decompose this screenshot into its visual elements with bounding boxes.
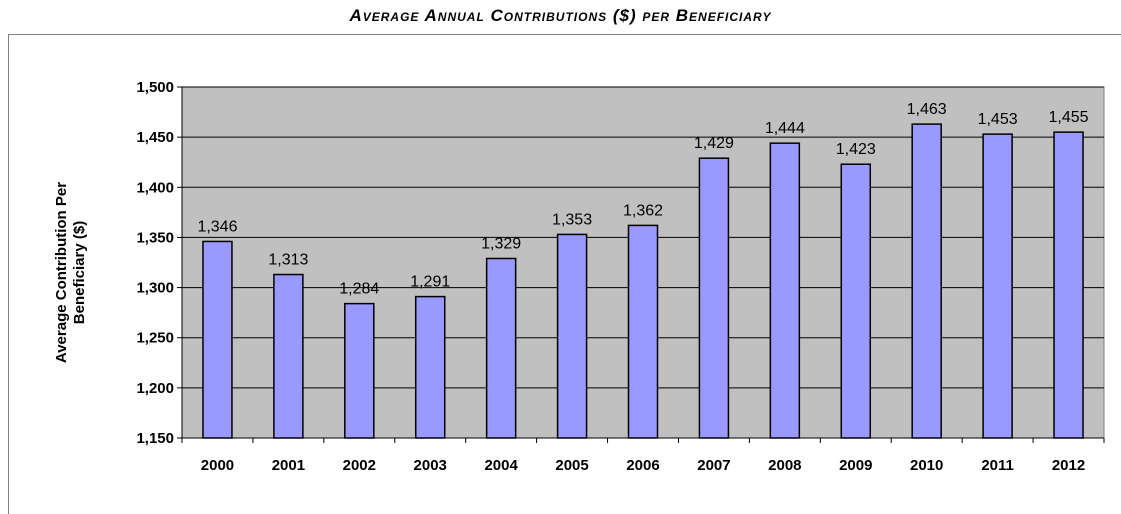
data-label-2004: 1,329 [481,235,521,252]
bar-2012 [1053,131,1084,439]
y-axis-ticks: 1,150 1,200 1,250 1,300 1,350 1,400 1,450 1,500 [136,79,1104,447]
data-label-2012: 1,455 [1049,109,1089,126]
chart-frame [8,34,1121,514]
bar-2010 [911,123,942,439]
y-tick-label: 1,200 [136,380,174,397]
x-tick-label-2007: 2007 [697,457,730,474]
bar-2009 [840,163,872,439]
x-tick-label-2009: 2009 [839,457,872,474]
bar-2004 [485,257,517,439]
y-tick-label: 1,450 [136,129,174,146]
y-axis-title-line: Average Contribution Per [53,182,70,363]
x-axis-ticks: 2000 2001 2002 2003 2004 2005 2006 2007 2008 2009… [181,438,1105,474]
data-label-2001: 1,313 [268,252,308,269]
bar-2001 [273,273,304,439]
bar-2000 [202,240,233,439]
bar-2005 [556,233,588,439]
data-label-2003: 1,291 [410,274,450,291]
x-tick-label-2008: 2008 [768,457,801,474]
data-label-2008: 1,444 [765,120,805,137]
bar-2006 [627,224,659,439]
y-axis-title: Average Contribution Per Beneficiary ($) [53,182,88,363]
x-tick-label-2012: 2012 [1052,457,1085,474]
x-tick-label-2004: 2004 [484,457,518,474]
bar-2011 [982,133,1013,439]
data-label-2006: 1,362 [623,202,663,219]
x-tick-label-2005: 2005 [555,457,588,474]
x-tick-label-2006: 2006 [626,457,659,474]
x-tick-label-2001: 2001 [272,457,305,474]
data-label-2000: 1,346 [197,218,237,235]
x-tick-label-2011: 2011 [981,457,1014,474]
bar-2002 [344,302,375,439]
bar-2007 [698,157,730,439]
x-tick-label-2002: 2002 [343,457,376,474]
y-tick-label: 1,500 [136,79,174,96]
data-label-2011: 1,453 [978,111,1018,128]
y-axis-title-line: Beneficiary ($) [71,221,88,324]
x-tick-label-2003: 2003 [414,457,447,474]
chart-title: Average Annual Contributions ($) per Ben… [349,6,772,25]
x-tick-label-2010: 2010 [910,457,943,474]
y-tick-label: 1,300 [136,280,174,297]
data-label-2007: 1,429 [694,135,734,152]
bar-2003 [414,295,446,439]
data-label-2010: 1,463 [907,101,947,118]
y-tick-label: 1,350 [136,229,174,246]
bar-2008 [769,142,801,439]
data-label-2005: 1,353 [552,211,592,228]
x-tick-label-2000: 2000 [201,457,234,474]
bars [202,123,1084,439]
y-tick-label: 1,250 [136,330,174,347]
data-labels: 1,346 1,313 1,284 1,291 1,329 1,353 1,362 1,429… [197,101,1088,298]
data-label-2002: 1,284 [339,281,379,298]
y-tick-label: 1,400 [136,179,174,196]
data-label-2009: 1,423 [836,141,876,158]
y-tick-label: 1,150 [136,430,174,447]
